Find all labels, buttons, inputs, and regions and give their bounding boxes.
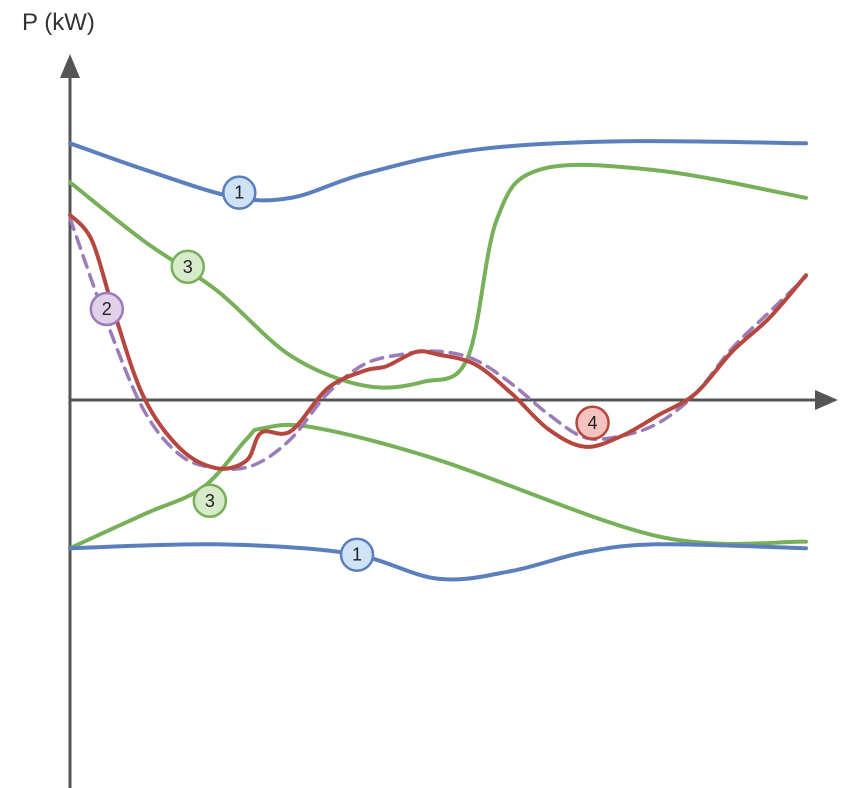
curve-marker-circle: [222, 175, 257, 210]
curve-marker-label: 2: [102, 299, 112, 319]
marker-layer: 1 1 3 3 2 4: [89, 175, 610, 572]
curve-marker: 3: [170, 249, 206, 284]
series-line-curve-1-lower: [68, 542, 808, 582]
curve-marker-label: 1: [234, 183, 244, 203]
curve-marker: 1: [222, 175, 257, 210]
curve-marker-label: 1: [352, 545, 362, 565]
curve-marker-circle: [192, 483, 228, 518]
x-axis-arrowhead: [815, 390, 838, 410]
curve-marker: 4: [575, 405, 610, 440]
curve-marker-label: 4: [588, 413, 598, 433]
curve-marker-circle: [339, 537, 375, 572]
curve-marker-label: 3: [183, 257, 193, 277]
curve-marker: 2: [89, 291, 125, 327]
curve-marker: 3: [192, 483, 228, 518]
series-line-curve-1-upper: [68, 139, 808, 203]
series-layer: [68, 139, 808, 582]
curve-marker-circle: [575, 405, 610, 440]
y-axis-arrowhead: [60, 54, 80, 78]
curve-marker-circle: [89, 291, 125, 327]
y-axis-label: P (kW): [22, 9, 95, 36]
series-line-curve-3-lower: [68, 422, 808, 551]
curve-marker-circle: [170, 249, 206, 284]
series-line-curve-4: [68, 212, 808, 471]
curve-marker: 1: [339, 537, 375, 572]
curve-marker-label: 3: [205, 491, 215, 511]
